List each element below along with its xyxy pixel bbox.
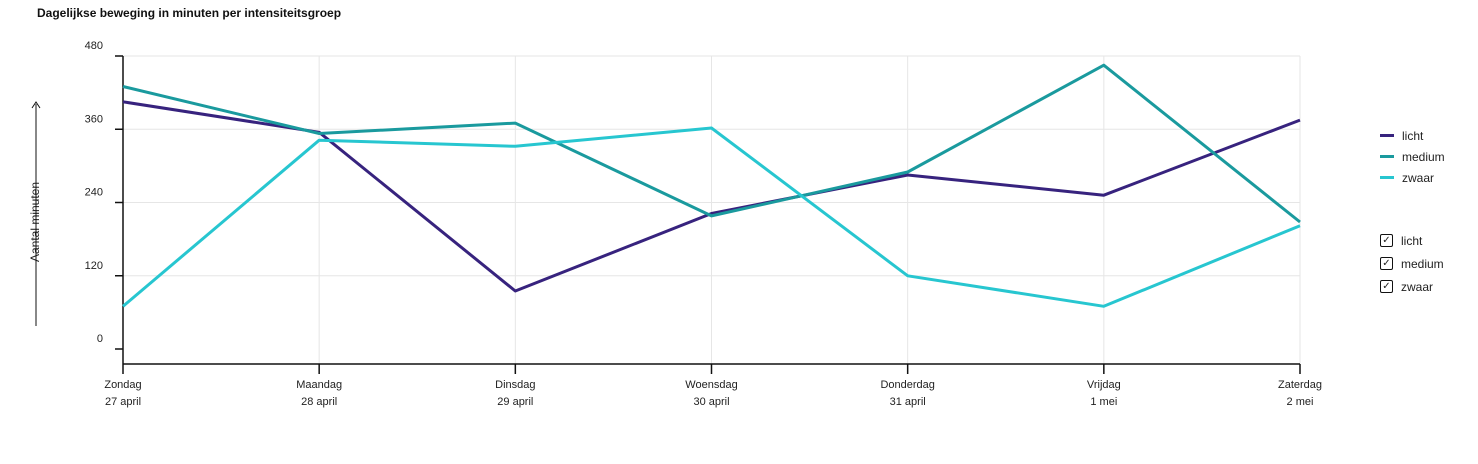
y-tick-label: 360 (85, 113, 103, 125)
chart-title: Dagelijkse beweging in minuten per inten… (37, 6, 342, 20)
checkbox-icon[interactable]: ✓ (1380, 234, 1393, 247)
x-tick-label-date: 27 april (105, 396, 141, 408)
legend-label: licht (1402, 128, 1424, 143)
x-tick-label-date: 2 mei (1287, 396, 1314, 408)
y-tick-label: 120 (85, 260, 103, 272)
x-tick-label-day: Vrijdag (1087, 379, 1121, 391)
series-toggle-licht[interactable]: ✓ licht (1380, 229, 1444, 252)
legend-label: zwaar (1402, 170, 1435, 185)
series-line-zwaar (122, 126, 1301, 308)
x-tick-label-day: Zondag (104, 379, 141, 391)
x-tick-label-day: Dinsdag (495, 379, 535, 391)
series-toggle-zwaar[interactable]: ✓ zwaar (1380, 275, 1444, 298)
y-tick-label: 480 (85, 40, 103, 52)
x-tick-label-day: Zaterdag (1278, 379, 1322, 391)
legend-label: medium (1402, 149, 1445, 164)
series-line-medium (122, 63, 1301, 224)
toggle-label: licht (1401, 233, 1423, 248)
legend-swatch (1380, 155, 1394, 158)
x-tick-label-date: 30 april (693, 396, 729, 408)
checkbox-icon[interactable]: ✓ (1380, 257, 1393, 270)
x-tick-label-date: 29 april (497, 396, 533, 408)
legend-item-medium: medium (1380, 146, 1445, 167)
x-tick-label-day: Donderdag (880, 379, 934, 391)
y-tick-label: 240 (85, 187, 103, 199)
x-tick-label-day: Woensdag (685, 379, 737, 391)
x-tick-label-day: Maandag (296, 379, 342, 391)
y-axis-arrow (31, 101, 41, 326)
legend-swatch (1380, 176, 1394, 179)
series-toggle-medium[interactable]: ✓ medium (1380, 252, 1444, 275)
x-tick-label-date: 28 april (301, 396, 337, 408)
legend-item-licht: licht (1380, 125, 1445, 146)
y-tick-label: 0 (97, 333, 103, 345)
legend-item-zwaar: zwaar (1380, 167, 1445, 188)
toggle-label: medium (1401, 256, 1444, 271)
legend-swatch (1380, 134, 1394, 137)
x-tick-label-date: 1 mei (1090, 396, 1117, 408)
checkbox-icon[interactable]: ✓ (1380, 280, 1393, 293)
x-tick-label-date: 31 april (890, 396, 926, 408)
toggle-label: zwaar (1401, 279, 1434, 294)
series-legend: licht medium zwaar (1380, 125, 1445, 188)
series-toggle-list[interactable]: ✓ licht ✓ medium ✓ zwaar (1380, 229, 1444, 298)
